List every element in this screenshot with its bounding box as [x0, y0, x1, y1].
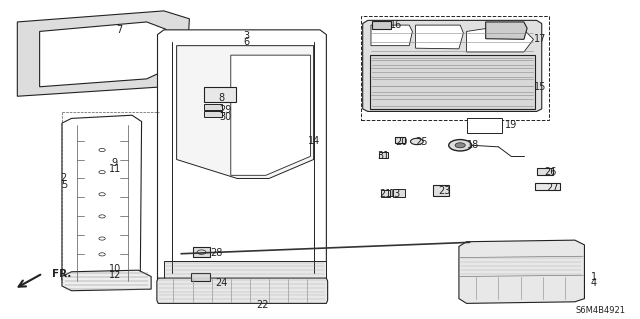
Text: 27: 27 — [547, 183, 559, 193]
Text: 12: 12 — [109, 270, 121, 280]
Bar — [433, 185, 449, 196]
Text: 14: 14 — [307, 136, 320, 145]
Text: 30: 30 — [220, 112, 232, 122]
Text: 3: 3 — [244, 31, 250, 41]
Bar — [393, 189, 405, 197]
Polygon shape — [415, 25, 463, 49]
Text: 23: 23 — [438, 186, 451, 196]
Text: 26: 26 — [545, 167, 557, 177]
Text: FR.: FR. — [52, 269, 72, 279]
Polygon shape — [486, 22, 527, 39]
Bar — [536, 183, 559, 190]
Bar — [537, 168, 552, 175]
Polygon shape — [459, 240, 584, 303]
Text: 13: 13 — [389, 189, 401, 199]
Text: 29: 29 — [220, 106, 232, 115]
Text: 7: 7 — [116, 25, 122, 35]
Text: 25: 25 — [416, 137, 428, 147]
Polygon shape — [157, 30, 326, 291]
Bar — [380, 152, 388, 158]
Text: 15: 15 — [534, 82, 546, 92]
Polygon shape — [177, 46, 314, 178]
Bar — [204, 104, 222, 110]
Text: 18: 18 — [467, 140, 479, 150]
Bar — [395, 137, 404, 143]
Text: 21: 21 — [380, 189, 392, 199]
Bar — [467, 118, 502, 133]
Circle shape — [455, 143, 465, 148]
Text: S6M4B4921: S6M4B4921 — [576, 306, 626, 315]
Polygon shape — [164, 261, 326, 280]
Text: 10: 10 — [109, 263, 121, 274]
Text: 17: 17 — [534, 34, 546, 44]
Text: 24: 24 — [215, 278, 227, 288]
Bar — [204, 87, 236, 102]
Polygon shape — [371, 25, 412, 46]
Polygon shape — [231, 55, 310, 175]
Bar — [372, 21, 392, 29]
Text: 2: 2 — [61, 174, 67, 183]
Polygon shape — [62, 115, 141, 286]
Text: 19: 19 — [505, 120, 517, 130]
Text: 28: 28 — [211, 248, 223, 258]
Polygon shape — [363, 20, 541, 111]
Text: 22: 22 — [257, 300, 269, 310]
Polygon shape — [40, 22, 166, 87]
Bar — [193, 248, 211, 257]
Text: 31: 31 — [378, 151, 390, 161]
Polygon shape — [157, 278, 328, 303]
Circle shape — [449, 140, 472, 151]
Polygon shape — [467, 27, 534, 52]
Bar — [381, 190, 390, 197]
Polygon shape — [62, 270, 151, 291]
Circle shape — [410, 138, 423, 145]
Text: 1: 1 — [591, 271, 597, 281]
Text: 11: 11 — [109, 164, 121, 174]
Bar — [362, 16, 549, 120]
Text: 9: 9 — [112, 158, 118, 168]
Text: 4: 4 — [591, 278, 597, 288]
Text: 20: 20 — [396, 137, 408, 147]
Polygon shape — [370, 55, 536, 109]
Text: 16: 16 — [390, 20, 403, 30]
Polygon shape — [17, 11, 189, 96]
Bar — [191, 273, 211, 281]
Text: 8: 8 — [219, 93, 225, 103]
Text: 6: 6 — [244, 38, 250, 48]
Text: 5: 5 — [61, 180, 67, 190]
Bar — [204, 111, 222, 117]
